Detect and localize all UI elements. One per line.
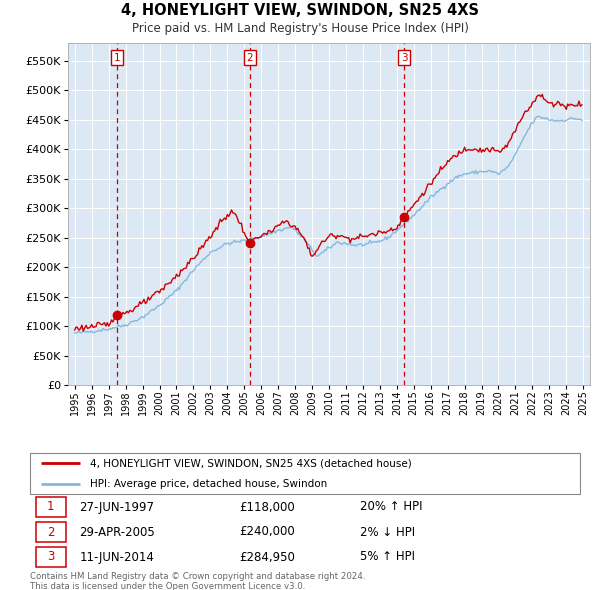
Text: This data is licensed under the Open Government Licence v3.0.: This data is licensed under the Open Gov…	[30, 582, 305, 590]
Text: 3: 3	[47, 550, 55, 563]
Text: £240,000: £240,000	[239, 526, 295, 539]
Text: £284,950: £284,950	[239, 550, 295, 563]
Text: Price paid vs. HM Land Registry's House Price Index (HPI): Price paid vs. HM Land Registry's House …	[131, 22, 469, 35]
Text: 2: 2	[247, 53, 253, 63]
Text: 29-APR-2005: 29-APR-2005	[79, 526, 155, 539]
Text: 4, HONEYLIGHT VIEW, SWINDON, SN25 4XS (detached house): 4, HONEYLIGHT VIEW, SWINDON, SN25 4XS (d…	[91, 458, 412, 468]
Text: 1: 1	[113, 53, 120, 63]
Text: 27-JUN-1997: 27-JUN-1997	[79, 500, 155, 513]
FancyBboxPatch shape	[35, 547, 66, 567]
FancyBboxPatch shape	[30, 453, 580, 494]
FancyBboxPatch shape	[35, 522, 66, 542]
Text: 3: 3	[401, 53, 407, 63]
Text: 11-JUN-2014: 11-JUN-2014	[79, 550, 154, 563]
Text: 1: 1	[47, 500, 55, 513]
FancyBboxPatch shape	[35, 497, 66, 517]
Text: 20% ↑ HPI: 20% ↑ HPI	[360, 500, 422, 513]
Text: Contains HM Land Registry data © Crown copyright and database right 2024.: Contains HM Land Registry data © Crown c…	[30, 572, 365, 581]
Text: 2% ↓ HPI: 2% ↓ HPI	[360, 526, 415, 539]
Text: 4, HONEYLIGHT VIEW, SWINDON, SN25 4XS: 4, HONEYLIGHT VIEW, SWINDON, SN25 4XS	[121, 3, 479, 18]
Text: 5% ↑ HPI: 5% ↑ HPI	[360, 550, 415, 563]
Text: £118,000: £118,000	[239, 500, 295, 513]
Text: 2: 2	[47, 526, 55, 539]
Text: HPI: Average price, detached house, Swindon: HPI: Average price, detached house, Swin…	[91, 478, 328, 489]
